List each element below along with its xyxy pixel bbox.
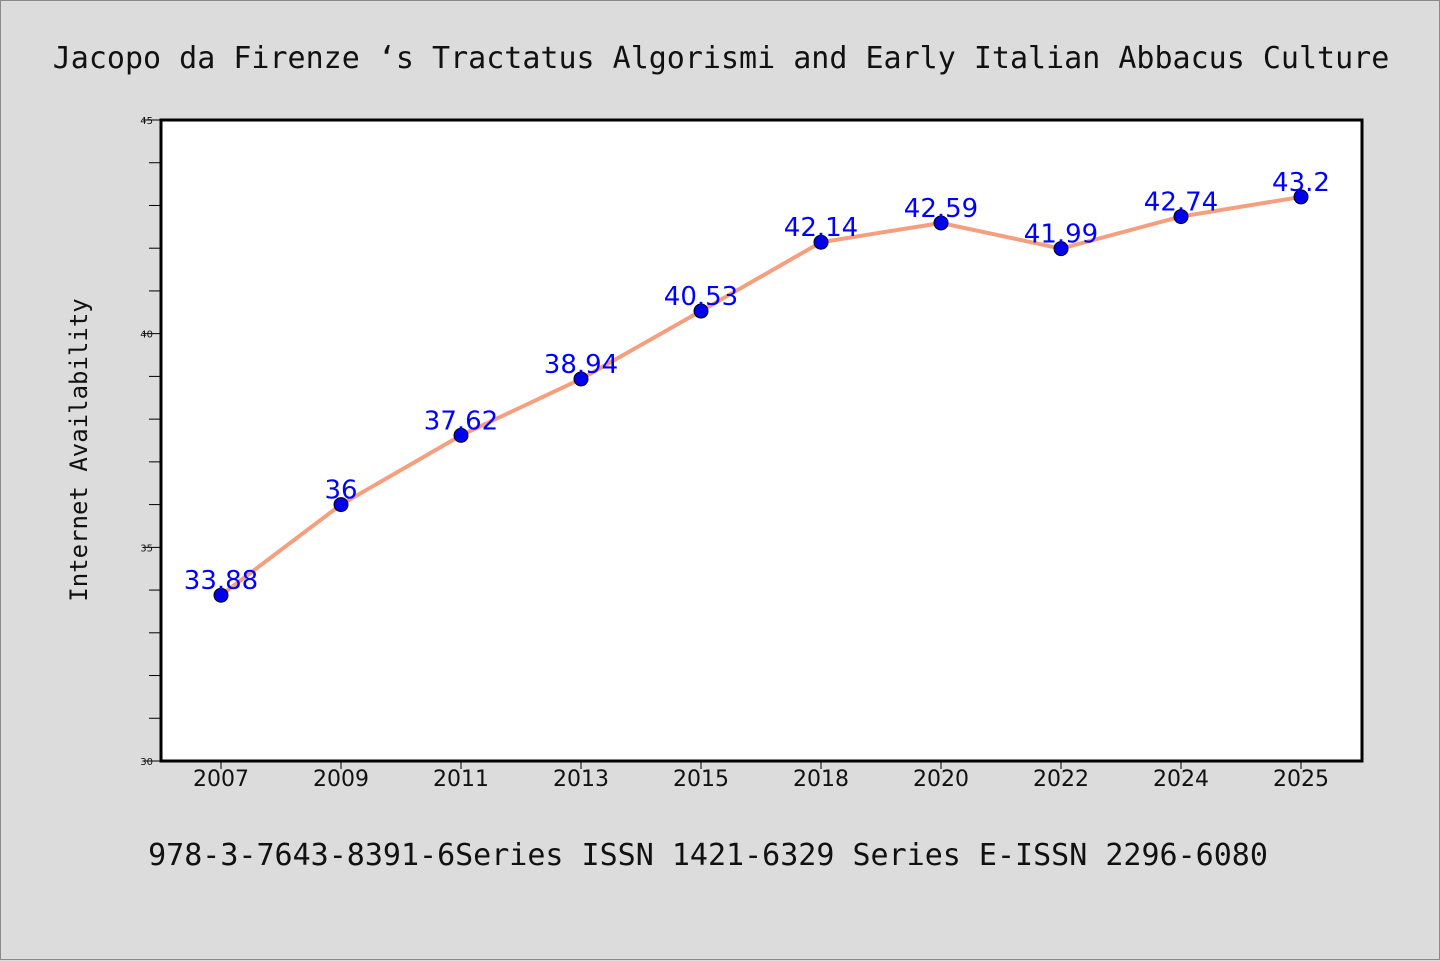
plot-area (159, 118, 1364, 763)
data-label: 41.99 (1024, 220, 1098, 250)
y-tick-label: 35 (140, 543, 153, 554)
data-label: 33.88 (184, 566, 258, 596)
data-point (1173, 209, 1189, 225)
data-label: 36 (324, 476, 357, 506)
x-tick-label: 2009 (313, 767, 369, 792)
data-point (813, 234, 829, 250)
data-label: 42.59 (904, 194, 978, 224)
data-label: 37.62 (424, 406, 498, 436)
data-point (693, 303, 709, 319)
data-point (1293, 189, 1309, 205)
footer-isbn-issn: 978-3-7643-8391-6Series ISSN 1421-6329 S… (148, 838, 1268, 873)
x-tick-label: 2022 (1033, 767, 1089, 792)
y-tick-label: 30 (140, 757, 153, 768)
x-tick-label: 2018 (793, 767, 849, 792)
data-point (1053, 241, 1069, 257)
x-tick-label: 2007 (193, 767, 249, 792)
x-tick-label: 2024 (1153, 767, 1209, 792)
data-label: 42.14 (784, 213, 858, 243)
y-tick-label: 45 (140, 116, 153, 127)
x-tick-label: 2025 (1273, 767, 1329, 792)
data-point (213, 587, 229, 603)
x-axis: 2007 2009 2011 2013 2015 2018 2020 2022 2024 2025 (193, 761, 1329, 792)
chart-title: Jacopo da Firenze ‘s Tractatus Algorismi… (53, 41, 1390, 76)
data-label: 40.53 (664, 282, 738, 312)
data-labels-group: 33.88 36 37.62 38.94 40.53 42.14 42.59 41.99 42.… (184, 168, 1330, 596)
series-group (213, 189, 1309, 603)
y-axis-label: Internet Availability (65, 298, 93, 601)
y-axis: 30 35 40 45 (140, 116, 161, 768)
x-tick-label: 2015 (673, 767, 729, 792)
x-tick-label: 2013 (553, 767, 609, 792)
data-label: 42.74 (1144, 188, 1218, 218)
x-tick-label: 2011 (433, 767, 489, 792)
data-label: 38.94 (544, 350, 618, 380)
y-tick-label: 40 (140, 330, 153, 341)
series-line (219, 194, 1302, 597)
data-point (453, 427, 469, 443)
data-label: 43.2 (1272, 168, 1330, 198)
data-point (333, 497, 349, 513)
data-point (933, 215, 949, 231)
data-point (573, 371, 589, 387)
x-tick-label: 2020 (913, 767, 969, 792)
